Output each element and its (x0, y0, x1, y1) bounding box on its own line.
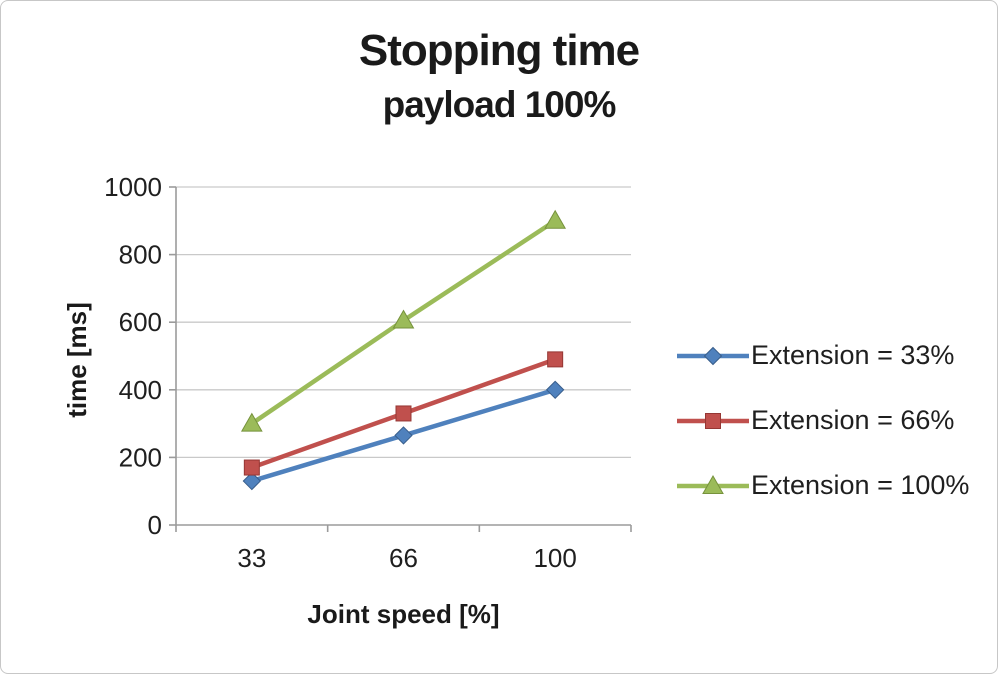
legend-sample-triangle-icon (677, 474, 749, 494)
marker-triangle (392, 309, 415, 329)
legend-item: Extension = 66% (677, 396, 969, 445)
series-1 (243, 351, 564, 476)
x-tick-label: 100 (533, 543, 576, 573)
y-tick-label: 0 (148, 510, 162, 540)
y-tick-label: 1000 (104, 172, 162, 202)
y-tick-label: 200 (119, 442, 162, 472)
chart-subtitle: payload 100% (382, 84, 617, 125)
series-2 (240, 209, 567, 432)
y-axis-title: time [ms] (62, 302, 92, 418)
legend-label: Extension = 66% (751, 405, 955, 435)
x-tick-label: 66 (389, 543, 418, 573)
x-tick-label: 33 (237, 543, 266, 573)
legend-item: Extension = 100% (677, 461, 969, 510)
y-tick-label: 400 (119, 375, 162, 405)
y-tick-label: 800 (119, 240, 162, 270)
marker-diamond (394, 426, 413, 445)
series-0 (242, 380, 565, 491)
marker-diamond (703, 346, 723, 365)
legend-label: Extension = 33% (751, 340, 955, 370)
plot-area: 0 200 400 600 800 1000 33 66 100 (104, 172, 632, 573)
marker-square (395, 405, 412, 422)
legend: Extension = 33% Extension = 66% Extension … (677, 331, 969, 510)
marker-diamond (545, 380, 565, 400)
y-tick-label: 600 (119, 307, 162, 337)
marker-diamond (242, 471, 262, 491)
chart-title: Stopping time (358, 26, 640, 75)
marker-triangle (702, 474, 724, 494)
marker-square (243, 459, 260, 476)
legend-item: Extension = 33% (677, 331, 969, 380)
marker-triangle (240, 412, 263, 432)
x-axis-title: Joint speed [%] (307, 599, 500, 629)
marker-triangle (544, 209, 567, 229)
legend-sample-diamond-icon (677, 346, 749, 365)
legend-label: Extension = 100% (751, 470, 970, 500)
legend-sample-square-icon (677, 412, 749, 429)
marker-square (705, 412, 721, 429)
marker-square (547, 351, 564, 368)
